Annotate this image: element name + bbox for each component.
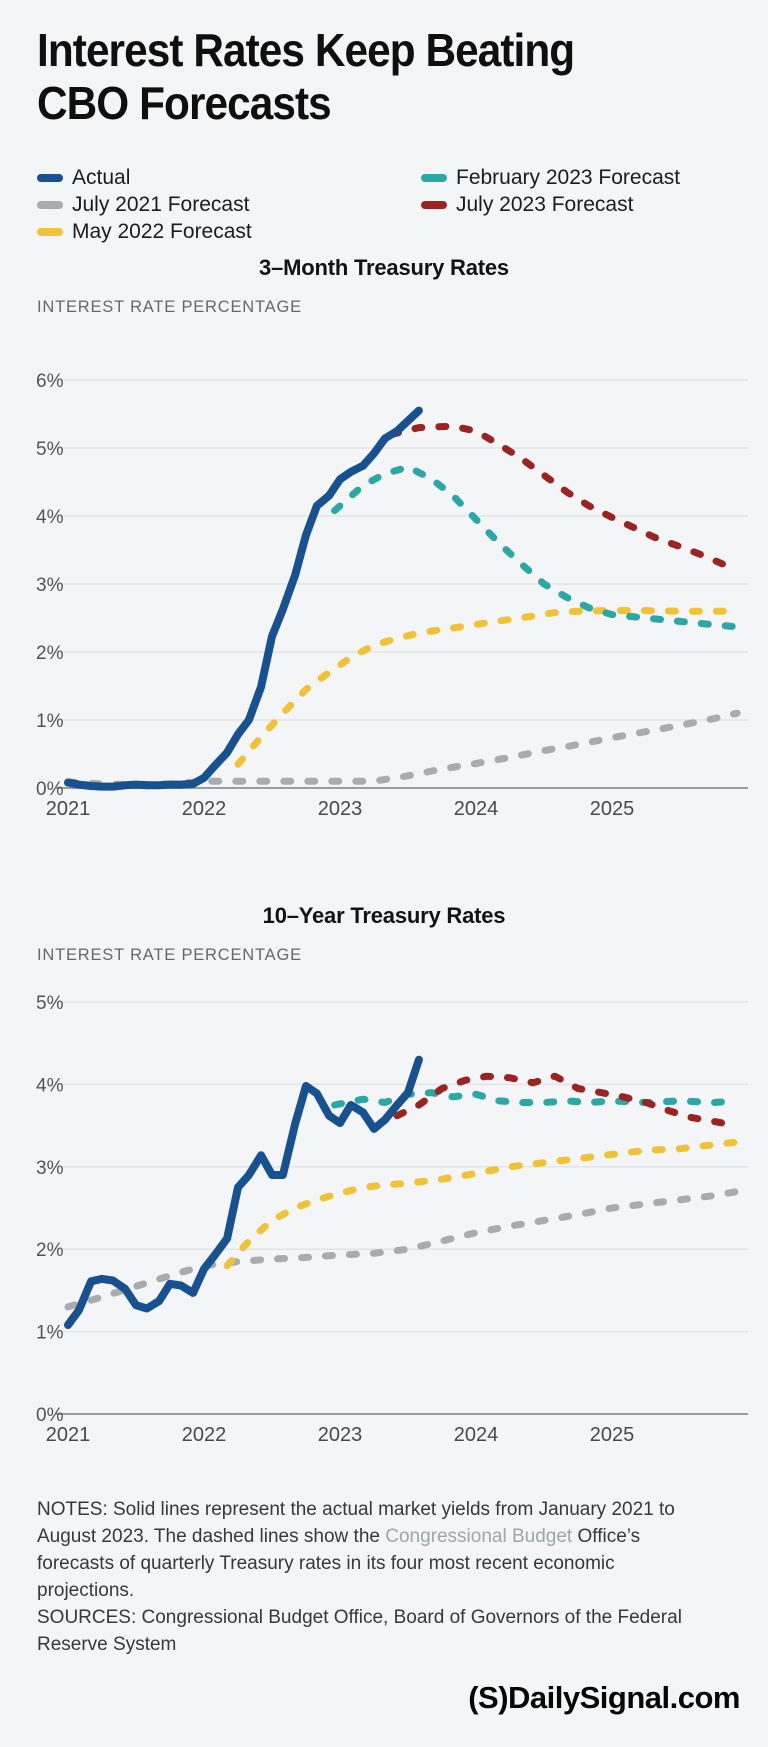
series-may-2022-forecast	[223, 1138, 741, 1270]
y-axis-tick-label: 5%	[36, 439, 64, 460]
legend-swatch-july-2021	[37, 200, 63, 209]
page-title-line2: CBO Forecasts	[37, 77, 332, 130]
legend-label: May 2022 Forecast	[72, 219, 252, 243]
series-actual	[64, 1055, 423, 1329]
legend-swatch-july-2023	[421, 200, 447, 209]
y-axis-tick-label: 0%	[36, 779, 64, 800]
notes-part2: Office’s forecasts of quarterly Treasury…	[37, 1526, 641, 1601]
series-february-2023-forecast	[331, 1089, 741, 1109]
series-july-2021-forecast	[64, 1188, 741, 1311]
x-axis-tick-label: 2024	[454, 1424, 499, 1446]
series-july-2021-forecast	[64, 709, 741, 789]
y-axis-tick-label: 1%	[36, 711, 64, 732]
notes-block: NOTES: Solid lines represent the actual …	[37, 1496, 713, 1658]
three-month-treasury-chart: 0% 1% 2% 3% 4% 5% 6% 2021 2022 2023 2024 2025	[36, 371, 748, 820]
daily-signal-logo-text: DailySignal.com	[508, 1680, 740, 1715]
legend-item-july-2023-forecast: July 2023 Forecast	[421, 191, 680, 218]
x-axis-tick-label: 2022	[182, 1424, 227, 1446]
legend-label: Actual	[72, 165, 131, 189]
legend-label: February 2023 Forecast	[456, 165, 681, 189]
page-title: Interest Rates Keep Beating CBO Forecast…	[37, 24, 575, 131]
legend-label: July 2021 Forecast	[72, 192, 250, 216]
x-axis-tick-label: 2024	[454, 798, 499, 820]
page-title-line1: Interest Rates Keep Beating	[37, 24, 575, 76]
x-axis-tick-label: 2022	[182, 798, 227, 820]
x-axis-tick-label: 2021	[46, 1424, 91, 1446]
daily-signal-logo-mark: (S)	[468, 1680, 509, 1715]
x-axis-tick-label: 2023	[318, 798, 363, 820]
y-axis-tick-label: 3%	[36, 1158, 64, 1179]
y-axis-tick-label: 2%	[36, 643, 64, 664]
series-may-2022-forecast	[234, 607, 741, 768]
sources-text: SOURCES: Congressional Budget Office, Bo…	[37, 1607, 682, 1655]
series-july-2023-forecast	[388, 422, 741, 574]
ten-year-chart-title: 10–Year Treasury Rates	[262, 903, 506, 928]
legend-item-may-2022-forecast: May 2022 Forecast	[37, 218, 252, 245]
notes-text: NOTES: Solid lines represent the actual …	[37, 1496, 713, 1604]
x-axis-tick-label: 2025	[590, 798, 635, 820]
x-axis-tick-label: 2023	[318, 1424, 363, 1446]
y-axis-tick-label: 0%	[36, 1405, 64, 1426]
x-axis-tick-label: 2021	[46, 798, 91, 820]
y-axis-tick-label: 6%	[36, 371, 64, 392]
series-actual	[64, 406, 423, 791]
y-axis-tick-label: 4%	[36, 507, 64, 528]
y-axis-tick-label: 2%	[36, 1240, 64, 1261]
legend-swatch-may-2022	[37, 227, 63, 236]
legend-swatch-february-2023	[421, 173, 447, 182]
y-axis-tick-label: 4%	[36, 1075, 64, 1096]
three-month-chart-ylabel: INTEREST RATE PERCENTAGE	[37, 298, 302, 316]
legend-column-1: Actual July 2021 Forecast May 2022 Forec…	[37, 164, 252, 245]
legend-item-july-2021-forecast: July 2021 Forecast	[37, 191, 252, 218]
legend-item-actual: Actual	[37, 164, 252, 191]
three-month-chart-title: 3–Month Treasury Rates	[259, 255, 509, 280]
legend-column-2: February 2023 Forecast July 2023 Forecas…	[421, 164, 680, 218]
y-axis-tick-label: 5%	[36, 993, 64, 1014]
y-axis-tick-label: 3%	[36, 575, 64, 596]
x-axis-tick-label: 2025	[590, 1424, 635, 1446]
series-july-2023-forecast	[393, 1072, 741, 1130]
daily-signal-logo: (S)DailySignal.com	[468, 1680, 740, 1716]
legend-swatch-actual	[37, 173, 63, 182]
y-axis-tick-label: 1%	[36, 1323, 64, 1344]
ten-year-chart-ylabel: INTEREST RATE PERCENTAGE	[37, 946, 302, 964]
congressional-budget-link[interactable]: Congressional Budget	[385, 1526, 573, 1547]
ten-year-treasury-chart: 0% 1% 2% 3% 4% 5% 2021 2022 2023 2024 2025	[36, 993, 748, 1446]
series-february-2023-forecast	[331, 463, 741, 631]
notes-part1: NOTES: Solid lines represent the actual …	[37, 1499, 675, 1547]
legend-item-february-2023-forecast: February 2023 Forecast	[421, 164, 680, 191]
legend-label: July 2023 Forecast	[456, 192, 634, 216]
